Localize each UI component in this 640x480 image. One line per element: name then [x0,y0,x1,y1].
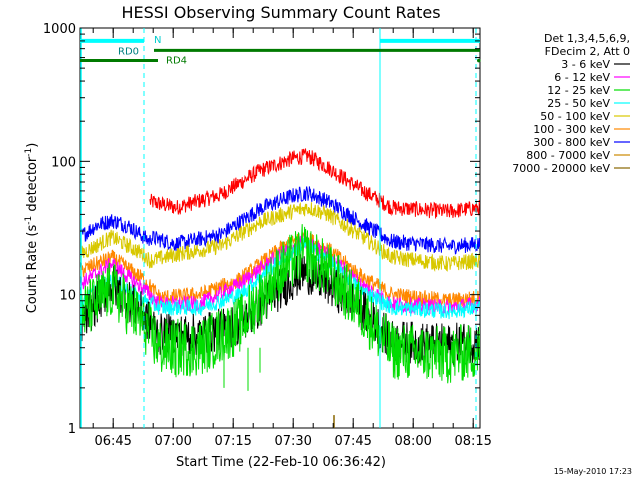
rd4-end-dot [477,58,481,63]
y-axis-label-mid: detector [25,156,40,216]
series-line-1 [80,186,480,255]
legend-entry-label-3: 25 - 50 keV [547,97,610,110]
series-line-3 [80,230,480,309]
legend-header-0: Det 1,3,4,5,6,9, [544,32,630,45]
legend-entry-label-4: 50 - 100 keV [540,110,610,123]
legend-header-1: FDecim 2, Att 0 [545,45,630,58]
legend-entry-label-0: 3 - 6 keV [561,58,610,71]
legend-entry-label-7: 800 - 7000 keV [526,149,610,162]
chart-title: HESSI Observing Summary Count Rates [121,3,440,22]
plot-frame [79,27,481,429]
x-tick-label-5: 08:00 [394,434,431,449]
legend-entry-label-2: 12 - 25 keV [547,84,610,97]
rd4-label: RD4 [166,56,187,67]
legend-entry-label-5: 100 - 300 keV [533,123,610,136]
legend: Det 1,3,4,5,6,9,FDecim 2, Att 03 - 6 keV… [512,32,630,175]
y-tick-label-3: 1000 [43,22,76,37]
legend-entry-label-8: 7000 - 20000 keV [512,162,610,175]
x-tick-label-6: 08:15 [454,434,491,449]
series-curves [80,148,480,428]
legend-entry-label-1: 6 - 12 keV [554,71,610,84]
y-axis-label-end: ) [25,143,40,148]
x-tick-label-2: 07:15 [214,434,251,449]
x-tick-label-0: 06:45 [94,434,131,449]
x-tick-label-1: 07:00 [154,434,191,449]
vertical-markers [80,28,477,428]
footer-date: 15-May-2010 17:23 [554,467,632,476]
night-label: N [154,35,161,46]
y-tick-label-0: 1 [68,422,76,437]
rd0-label: RD0 [118,46,139,57]
x-axis-label: Start Time (22-Feb-10 06:36:42) [176,455,386,470]
y-tick-label-2: 100 [51,155,76,170]
y-axis-label: Count Rate (s-1 detector-1) [24,143,40,314]
x-tick-label-4: 07:45 [334,434,371,449]
legend-entry-label-6: 300 - 800 keV [533,136,610,149]
x-tick-label-3: 07:30 [274,434,311,449]
y-axis-label-sup2: -1 [24,148,34,157]
y-axis-label-sup: -1 [24,216,34,225]
plot-frame-group [79,27,481,429]
y-axis-label-main: Count Rate (s [25,225,40,314]
attenuator-annotations: N RD0 RD4 [80,35,481,67]
series-line-7 [80,224,480,384]
series-line-2 [80,201,480,272]
y-tick-label-1: 10 [59,289,76,304]
series-line-4 [80,234,480,316]
series-line-0 [149,148,480,219]
axes: 1 10 100 1000 06:45 07:00 07:15 07:30 07:45 08:00… [43,22,492,449]
